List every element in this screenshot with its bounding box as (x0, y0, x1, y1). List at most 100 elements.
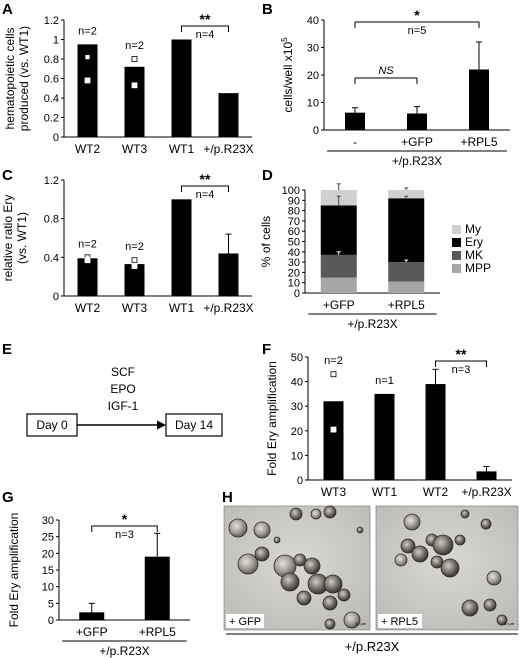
cell (237, 553, 259, 575)
bar-f (374, 393, 395, 480)
y-tick-label-f: 20 (291, 426, 303, 438)
cell (323, 505, 337, 519)
day0-label: Day 0 (36, 418, 68, 432)
y-tick-label-a: 0.6 (44, 74, 59, 86)
bar-a (124, 66, 145, 137)
bracket-n-label-a: n=4 (196, 29, 215, 41)
replicate-open-f (330, 371, 337, 378)
significance-bracket-a (181, 25, 229, 32)
category-label-d: +RPL5 (388, 298, 425, 312)
micrograph-rpl5-label: + RPL5 (381, 616, 418, 628)
cell (394, 553, 408, 567)
cell (310, 508, 322, 520)
bar-segment-mpp-d (388, 281, 425, 293)
cell (280, 572, 300, 592)
bar-b (469, 69, 489, 130)
legend-swatch-my (452, 225, 461, 234)
replicate-filled-c (84, 257, 91, 264)
y-tick-label-f: 50 (291, 352, 303, 364)
bar-segment-ery-d (388, 198, 425, 263)
category-label-g: +RPL5 (139, 625, 176, 639)
chart-a: 0 0.2 0.4 0.6 0.8 1 1.2 hematopoietic cells prod… (3, 11, 254, 156)
panel-letter-g: G (2, 489, 14, 506)
y-tick-label-g: 30 (42, 515, 54, 527)
group-label-g: +/p.R23X (99, 644, 149, 658)
y-tick-label-g: 20 (42, 548, 54, 560)
factor-epo: EPO (110, 382, 135, 396)
category-label-d: +GFP (323, 298, 355, 312)
y-tick-label-c: 0 (53, 291, 59, 303)
group-label-d: +/p.R23X (347, 317, 397, 331)
y-axis-label-c: (vs. WT1) (15, 212, 29, 264)
legend-label-ery: Ery (465, 235, 483, 249)
cell (483, 598, 497, 612)
group-label-b: +/p.R23X (392, 154, 442, 168)
scale-bar-rpl5: 10 µm (503, 621, 515, 626)
category-label-b: +RPL5 (460, 135, 497, 149)
cell (461, 599, 479, 617)
y-tick-label-c: 0.4 (44, 252, 59, 264)
y-tick-label-g: 15 (42, 565, 54, 577)
y-tick-label-d: 100 (282, 185, 300, 197)
y-tick-label-g: 0 (48, 615, 54, 627)
bar-a (77, 44, 98, 137)
y-tick-label-d: 60 (288, 226, 300, 238)
y-axis-label-text-d: % of cells (259, 216, 273, 267)
y-tick-label-b: 0 (313, 125, 319, 137)
panel-letter-d: D (262, 167, 273, 184)
n-label-f: n=1 (375, 375, 394, 387)
replicate-filled-a (84, 77, 91, 84)
n-label-c: n=2 (78, 238, 97, 250)
y-axis-label-sup-b: 5 (280, 37, 289, 42)
y-tick-label-d: 10 (288, 278, 300, 290)
y-tick-label-f: 40 (291, 377, 303, 389)
category-label-a: WT3 (122, 142, 148, 156)
bar-a (218, 93, 239, 137)
y-axis-label-text-b: cells/well x10 (281, 42, 295, 113)
category-label-a: +/p.R23X (203, 142, 253, 156)
replicate-open-a (84, 54, 91, 60)
panel-letter-e: E (2, 341, 12, 358)
panel-letter-h: H (222, 489, 233, 506)
category-label-c: +/p.R23X (203, 301, 253, 315)
scale-bar-gfp: 10 µm (355, 621, 367, 626)
chart-c: 0 0.4 0.8 1.2 relative ratio Ery (vs. WT1) n=2… (1, 171, 254, 315)
factor-igf1: IGF-1 (108, 399, 139, 413)
n-label-a: n=2 (125, 40, 144, 52)
day14-label: Day 14 (175, 418, 213, 432)
y-tick-label-b: 30 (307, 43, 319, 55)
cells-rpl5 (394, 509, 508, 626)
cell (432, 534, 454, 556)
bar-segment-my-d (388, 190, 425, 199)
category-label-b: +GFP (401, 135, 433, 149)
y-tick-label-d: 20 (288, 267, 300, 279)
significance-stars-b: * (414, 7, 420, 23)
significance-stars-f: ** (456, 346, 467, 362)
y-tick-label-d: 40 (288, 247, 300, 259)
bracket-n-label-b: n=5 (408, 25, 427, 37)
day14-box (165, 413, 223, 437)
category-label-b: - (353, 135, 357, 149)
y-axis-label-a: hematopoietic cells (3, 27, 17, 129)
y-tick-label-g: 25 (42, 532, 54, 544)
cell (480, 518, 492, 530)
y-tick-label-d: 0 (294, 288, 300, 300)
bar-f (476, 471, 497, 480)
n-label-c: n=2 (125, 241, 144, 253)
y-tick-label-g: 5 (48, 598, 54, 610)
cell (337, 588, 351, 602)
cell (254, 546, 270, 562)
y-tick-label-d: 30 (288, 257, 300, 269)
legend-swatch-ery (452, 238, 461, 247)
legend-label-my: My (465, 222, 481, 236)
significance-stars-g: * (122, 511, 128, 527)
cell (324, 618, 336, 630)
category-label-a: WT1 (169, 142, 195, 156)
cell (303, 557, 321, 575)
bar-segment-mk-d (388, 262, 425, 282)
bracket-n-label-g: n=3 (115, 529, 134, 541)
cell (356, 526, 364, 534)
y-tick-label-g: 10 (42, 582, 54, 594)
replicate-open-c (131, 257, 138, 264)
bar-f (323, 401, 344, 480)
